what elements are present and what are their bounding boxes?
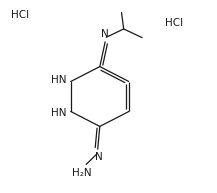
Text: HN: HN xyxy=(51,75,66,85)
Text: HCl: HCl xyxy=(165,18,183,28)
Text: N: N xyxy=(95,152,103,162)
Text: HN: HN xyxy=(51,108,66,118)
Text: N: N xyxy=(101,29,109,39)
Text: H₂N: H₂N xyxy=(72,168,91,178)
Text: HCl: HCl xyxy=(11,10,29,20)
